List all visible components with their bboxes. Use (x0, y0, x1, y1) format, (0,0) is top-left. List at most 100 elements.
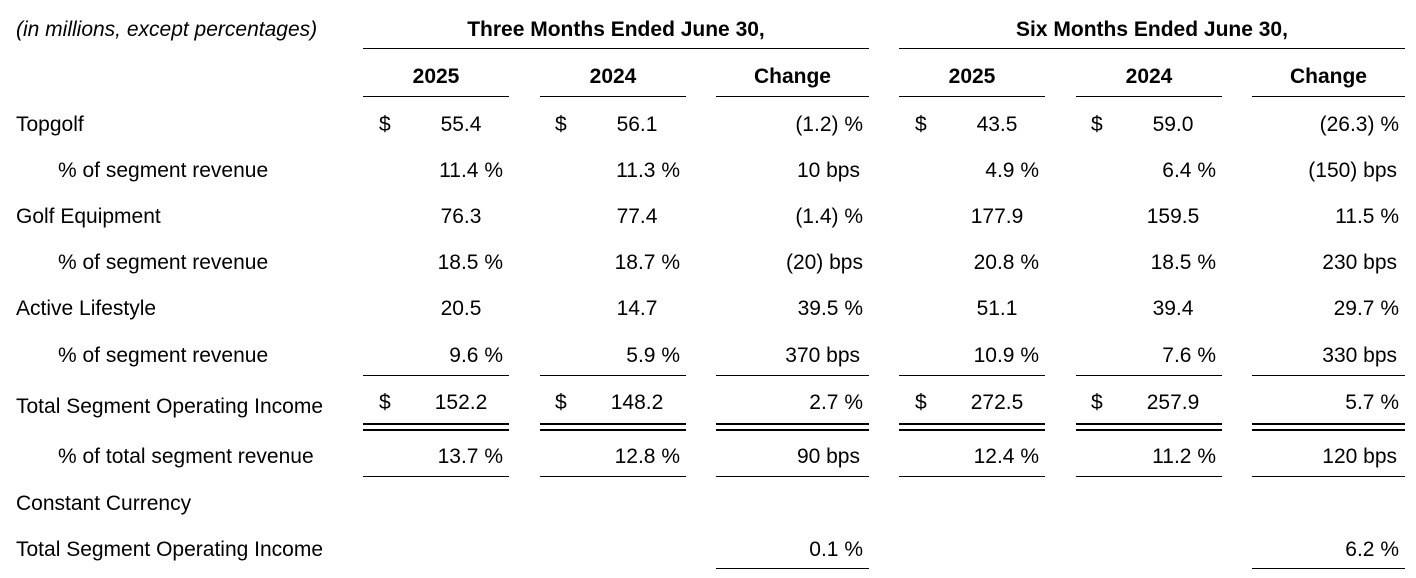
row-label: % of segment revenue (58, 344, 269, 367)
col-header-h-2024: 2024 (1125, 65, 1173, 88)
dollar-sign: $ (1091, 113, 1103, 136)
cell-q-change: (1.2) % (795, 113, 863, 136)
cell-q-change: 370 bps (785, 344, 860, 367)
cell-h-change: 11.5 % (1335, 205, 1399, 228)
subtotal-rule (716, 375, 869, 376)
row-rule (716, 476, 869, 477)
row-rule (1252, 476, 1405, 477)
cell-q-change: (1.4) % (795, 205, 863, 228)
cell-h-2024: 11.2 % (1152, 445, 1216, 468)
col-underline (1076, 96, 1222, 97)
cell-q-change: 10 bps (796, 159, 860, 182)
row-rule (716, 568, 869, 569)
dollar-sign: $ (379, 113, 391, 136)
row-rule (363, 476, 509, 477)
cell-q-2025: 76.3 (440, 205, 482, 228)
cell-q-2024: 11.3 % (616, 159, 680, 182)
cell-q-2025: 20.5 (440, 297, 482, 320)
dollar-sign: $ (555, 391, 567, 414)
total-double-rule (1076, 423, 1222, 431)
col-underline (540, 96, 686, 97)
cell-q-2025: 55.4 (440, 113, 482, 136)
cell-h-change: 330 bps (1322, 344, 1397, 367)
col-underline (899, 96, 1045, 97)
subtotal-rule (363, 375, 509, 376)
row-label: Total Segment Operating Income (16, 538, 324, 561)
row-label: % of total segment revenue (58, 445, 314, 468)
row-rule (1076, 476, 1222, 477)
cell-q-2024: 148.2 (610, 391, 664, 414)
col-underline (1252, 96, 1405, 97)
dollar-sign: $ (915, 391, 927, 414)
six-months-underline (899, 48, 1405, 49)
cell-h-change: 29.7 % (1333, 297, 1399, 320)
subtotal-rule (1076, 375, 1222, 376)
cell-h-2024: 257.9 (1146, 391, 1200, 414)
row-label: % of segment revenue (58, 251, 269, 274)
cell-q-2025: 9.6 % (449, 344, 503, 367)
cell-h-change: 5.7 % (1345, 391, 1399, 414)
header-three-months: Three Months Ended June 30, (467, 18, 765, 41)
cell-q-2025: 11.4 % (439, 159, 503, 182)
cell-h-2024: 159.5 (1146, 205, 1200, 228)
col-header-q-2025: 2025 (412, 65, 460, 88)
cell-h-2025: 177.9 (970, 205, 1024, 228)
cell-h-change: 230 bps (1322, 251, 1397, 274)
cell-h-2024: 59.0 (1152, 113, 1194, 136)
total-double-rule (363, 423, 509, 431)
cell-h-2024: 18.5 % (1150, 251, 1216, 274)
cell-h-2025: 272.5 (970, 391, 1024, 414)
cell-h-2024: 6.4 % (1162, 159, 1216, 182)
cell-h-change: (26.3) % (1319, 113, 1399, 136)
cell-q-change: 2.7 % (809, 391, 863, 414)
section-label: Constant Currency (16, 492, 192, 515)
col-underline (716, 96, 869, 97)
total-double-rule (540, 423, 686, 431)
row-rule (899, 476, 1045, 477)
col-header-h-change: Change (1289, 65, 1367, 88)
cell-q-2024: 14.7 (616, 297, 658, 320)
col-header-q-2024: 2024 (589, 65, 637, 88)
cell-h-2025: 10.9 % (973, 344, 1039, 367)
total-double-rule (899, 423, 1045, 431)
cell-q-2024: 18.7 % (614, 251, 680, 274)
col-underline (363, 96, 509, 97)
total-double-rule (716, 423, 869, 431)
cell-q-change: (20) bps (785, 251, 863, 274)
units-note: (in millions, except percentages) (16, 18, 318, 41)
cell-q-2024: 5.9 % (626, 344, 680, 367)
cell-h-2025: 51.1 (976, 297, 1018, 320)
cell-q-change: 90 bps (796, 445, 860, 468)
cell-h-2025: 4.9 % (985, 159, 1039, 182)
cell-h-change: 120 bps (1322, 445, 1397, 468)
cell-q-2025: 152.2 (434, 391, 488, 414)
row-label: Active Lifestyle (16, 297, 157, 320)
cell-q-2024: 56.1 (616, 113, 658, 136)
subtotal-rule (1252, 375, 1405, 376)
cell-q-2024: 77.4 (616, 205, 658, 228)
row-rule (540, 476, 686, 477)
cell-q-2024: 12.8 % (614, 445, 680, 468)
three-months-underline (363, 48, 869, 49)
header-six-months: Six Months Ended June 30, (1016, 18, 1288, 41)
row-label: % of segment revenue (58, 159, 269, 182)
dollar-sign: $ (1091, 391, 1103, 414)
cell-q-change: 0.1 % (809, 538, 863, 561)
cell-h-change: 6.2 % (1345, 538, 1399, 561)
cell-h-2025: 12.4 % (973, 445, 1039, 468)
row-label: Total Segment Operating Income (16, 395, 324, 418)
cell-h-2025: 43.5 (976, 113, 1018, 136)
cell-h-2025: 20.8 % (973, 251, 1039, 274)
total-double-rule (1252, 423, 1405, 431)
subtotal-rule (899, 375, 1045, 376)
cell-q-change: 39.5 % (797, 297, 863, 320)
cell-h-change: (150) bps (1308, 159, 1397, 182)
dollar-sign: $ (915, 113, 927, 136)
cell-h-2024: 39.4 (1152, 297, 1194, 320)
col-header-h-2025: 2025 (948, 65, 996, 88)
row-rule (1252, 568, 1405, 569)
col-header-q-change: Change (753, 65, 831, 88)
row-label: Topgolf (16, 113, 84, 136)
dollar-sign: $ (555, 113, 567, 136)
cell-h-2024: 7.6 % (1162, 344, 1216, 367)
